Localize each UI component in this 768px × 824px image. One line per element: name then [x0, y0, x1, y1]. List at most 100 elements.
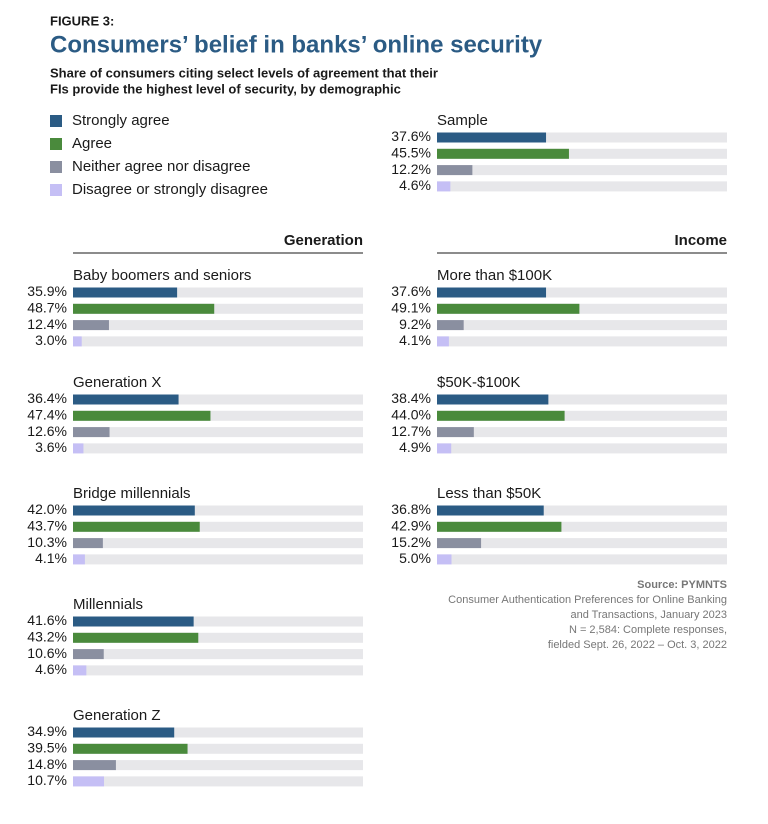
value-label: 43.2% [27, 629, 67, 645]
value-label: 12.7% [391, 423, 431, 439]
legend-swatch [50, 138, 62, 150]
bar-track [73, 538, 363, 549]
panel-title: Bridge millennials [73, 485, 191, 502]
value-label: 38.4% [391, 390, 431, 406]
bar-track [73, 616, 363, 627]
bar [73, 743, 188, 754]
bar [437, 538, 482, 549]
chart-title: Consumers’ belief in banks’ online secur… [50, 31, 543, 58]
bar [73, 760, 116, 771]
bar [437, 165, 473, 176]
value-label: 42.0% [27, 501, 67, 517]
value-label: 5.0% [399, 550, 431, 566]
bar [73, 443, 84, 454]
bar [73, 410, 211, 421]
bar [73, 336, 82, 347]
subtitle: FIs provide the highest level of securit… [50, 81, 401, 96]
bar [437, 148, 569, 159]
bar-track [73, 743, 363, 754]
bar-track [437, 320, 727, 331]
legend-label: Strongly agree [72, 112, 170, 129]
value-label: 39.5% [27, 740, 67, 756]
value-label: 3.6% [35, 439, 67, 455]
bar [437, 394, 549, 405]
bar-track [73, 521, 363, 532]
bar-track [73, 410, 363, 421]
bar-track [437, 505, 727, 516]
bar-track [73, 336, 363, 347]
value-label: 48.7% [27, 300, 67, 316]
bar [437, 505, 544, 516]
value-label: 34.9% [27, 723, 67, 739]
bar [73, 427, 110, 438]
legend-label: Disagree or strongly disagree [72, 181, 268, 198]
value-label: 10.3% [27, 534, 67, 550]
value-label: 36.8% [391, 501, 431, 517]
bar-track [73, 665, 363, 676]
bar-track [73, 632, 363, 643]
value-label: 37.6% [391, 283, 431, 299]
value-label: 4.9% [399, 439, 431, 455]
value-label: 4.1% [35, 550, 67, 566]
panel-title: $50K-$100K [437, 374, 520, 391]
figure-label: FIGURE 3: [50, 13, 114, 28]
bar [437, 132, 547, 143]
legend-swatch [50, 161, 62, 173]
panel-title: Generation Z [73, 707, 161, 724]
bar-track [437, 443, 727, 454]
value-label: 41.6% [27, 612, 67, 628]
value-label: 4.1% [399, 332, 431, 348]
bar-track [437, 132, 727, 143]
bar [73, 521, 200, 532]
bar-track [73, 394, 363, 405]
bar [73, 303, 215, 314]
value-label: 9.2% [399, 316, 431, 332]
bar-track [73, 776, 363, 787]
bar-track [437, 336, 727, 347]
value-label: 12.4% [27, 316, 67, 332]
source-note: fielded Sept. 26, 2022 – Oct. 3, 2022 [548, 639, 727, 651]
bar-track [73, 320, 363, 331]
subtitle: Share of consumers citing select levels … [50, 65, 438, 80]
bar-track [73, 443, 363, 454]
bar-track [437, 521, 727, 532]
bar-track [437, 181, 727, 192]
bar [437, 320, 464, 331]
panel-title: Less than $50K [437, 485, 541, 502]
legend-swatch [50, 184, 62, 196]
value-label: 10.7% [27, 772, 67, 788]
bar [73, 776, 105, 787]
bar [73, 727, 175, 738]
source-note: and Transactions, January 2023 [570, 609, 727, 621]
value-label: 45.5% [391, 145, 431, 161]
value-label: 4.6% [399, 177, 431, 193]
bar-track [437, 303, 727, 314]
value-label: 14.8% [27, 756, 67, 772]
bar [73, 554, 85, 565]
value-label: 37.6% [391, 128, 431, 144]
bar [437, 287, 547, 298]
column-heading: Income [674, 232, 727, 249]
panel-title: Sample [437, 112, 488, 129]
bar [437, 521, 562, 532]
bar [73, 649, 104, 660]
bar-track [73, 303, 363, 314]
value-label: 47.4% [27, 407, 67, 423]
bar-track [73, 427, 363, 438]
bar-track [73, 505, 363, 516]
panel-title: Millennials [73, 596, 143, 613]
bar [437, 410, 565, 421]
bar [73, 665, 87, 676]
bar-track [437, 538, 727, 549]
value-label: 15.2% [391, 534, 431, 550]
value-label: 42.9% [391, 518, 431, 534]
value-label: 36.4% [27, 390, 67, 406]
bar [73, 287, 178, 298]
bar [73, 616, 194, 627]
value-label: 35.9% [27, 283, 67, 299]
value-label: 12.2% [391, 161, 431, 177]
bar [437, 443, 452, 454]
bar-track [437, 287, 727, 298]
bar-track [73, 760, 363, 771]
